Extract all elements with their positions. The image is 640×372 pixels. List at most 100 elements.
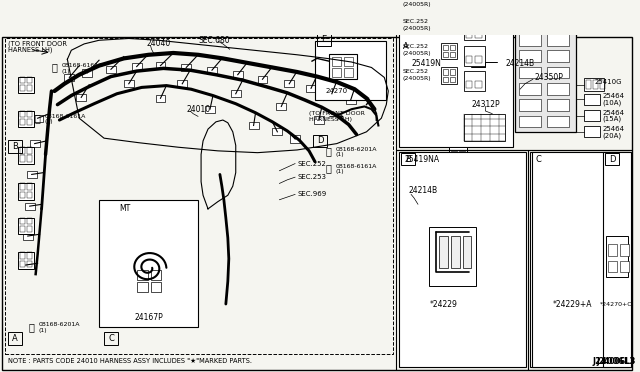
Bar (547, 1, 568, 13)
Bar (463, 0, 485, 15)
Bar (248, 122, 259, 129)
Bar (82, 69, 92, 77)
Text: C: C (108, 334, 114, 343)
Bar (18, 111, 34, 127)
Bar (20, 226, 25, 232)
Text: Ⓢ: Ⓢ (29, 322, 35, 332)
Bar (27, 218, 32, 224)
Text: (1): (1) (336, 169, 344, 174)
Bar (547, 99, 568, 111)
Bar (443, 77, 448, 82)
Bar (465, 5, 472, 12)
Text: SEC.680: SEC.680 (198, 36, 230, 45)
Bar (21, 262, 31, 269)
Text: 24040: 24040 (147, 39, 171, 48)
Bar (20, 183, 25, 190)
Bar (290, 135, 300, 143)
Text: E: E (321, 35, 326, 44)
Bar (530, 152, 629, 366)
Bar (207, 67, 217, 74)
Bar (23, 232, 33, 240)
Bar (494, 58, 502, 65)
Bar (584, 126, 600, 137)
Bar (441, 17, 456, 34)
Bar (137, 270, 148, 279)
Text: *24270+C: *24270+C (600, 302, 632, 307)
Bar (557, 237, 570, 249)
Bar (441, 67, 456, 84)
Bar (461, 67, 468, 77)
Text: NOTE : PARTS CODE 24010 HARNESS ASSY INCLUDES "★"MARKED PARTS.: NOTE : PARTS CODE 24010 HARNESS ASSY INC… (8, 358, 252, 364)
Bar (104, 332, 118, 345)
Bar (20, 85, 25, 91)
Bar (577, 270, 590, 281)
Bar (5, 38, 393, 354)
Text: 24010: 24010 (186, 105, 211, 114)
Text: J24006L3: J24006L3 (593, 357, 636, 366)
Bar (463, 20, 485, 40)
Bar (443, 19, 448, 25)
Text: SEC.969: SEC.969 (297, 191, 326, 198)
Text: Ⓢ: Ⓢ (326, 146, 332, 156)
Bar (584, 110, 600, 121)
Text: 25464: 25464 (602, 126, 624, 132)
Text: (1): (1) (61, 68, 70, 74)
Bar (346, 96, 356, 104)
Bar (449, 54, 470, 79)
Bar (399, 0, 513, 147)
Bar (547, 34, 568, 46)
Bar (463, 114, 505, 141)
Bar (461, 57, 468, 65)
Text: 24312P: 24312P (471, 100, 500, 109)
Bar (401, 153, 415, 165)
Bar (20, 147, 25, 154)
Bar (399, 40, 413, 53)
Text: (TO FRONT DOOR: (TO FRONT DOOR (309, 111, 365, 116)
Text: *24229+A: *24229+A (553, 299, 592, 308)
Bar (465, 56, 472, 63)
Bar (557, 253, 570, 265)
Bar (532, 152, 631, 366)
Text: SEC.252: SEC.252 (402, 19, 428, 24)
Bar (27, 252, 32, 259)
Bar (608, 244, 617, 256)
Bar (414, 200, 419, 211)
Bar (577, 237, 590, 249)
Bar (399, 152, 526, 366)
Text: (24005R): (24005R) (402, 51, 431, 57)
Text: J24006L3: J24006L3 (596, 357, 636, 366)
Bar (29, 140, 40, 147)
Bar (27, 226, 32, 232)
Bar (519, 99, 541, 111)
Bar (620, 260, 629, 272)
Bar (344, 68, 353, 77)
Bar (600, 80, 605, 89)
Text: MT: MT (119, 204, 130, 214)
Bar (443, 27, 448, 32)
Bar (20, 119, 25, 125)
Bar (233, 71, 243, 78)
Bar (18, 77, 34, 93)
Text: (TO FRONT DOOR: (TO FRONT DOOR (8, 41, 67, 47)
Bar (132, 63, 141, 70)
Text: Ⓢ: Ⓢ (35, 113, 40, 123)
Text: (1): (1) (45, 119, 53, 124)
Bar (519, 1, 541, 13)
Bar (519, 67, 541, 78)
Bar (429, 227, 476, 286)
Bar (18, 218, 34, 234)
Bar (181, 64, 191, 71)
Text: (24005R): (24005R) (402, 76, 431, 81)
Bar (76, 94, 86, 101)
Text: 25419N: 25419N (411, 60, 441, 68)
Bar (606, 236, 628, 277)
Bar (156, 94, 165, 102)
Bar (284, 80, 294, 87)
Text: 08168-6201A: 08168-6201A (38, 323, 80, 327)
Bar (27, 183, 32, 190)
Bar (8, 332, 22, 345)
Text: 24350P: 24350P (535, 73, 564, 82)
Bar (150, 270, 161, 279)
Bar (273, 128, 282, 135)
Text: HARNESS RH): HARNESS RH) (309, 117, 352, 122)
